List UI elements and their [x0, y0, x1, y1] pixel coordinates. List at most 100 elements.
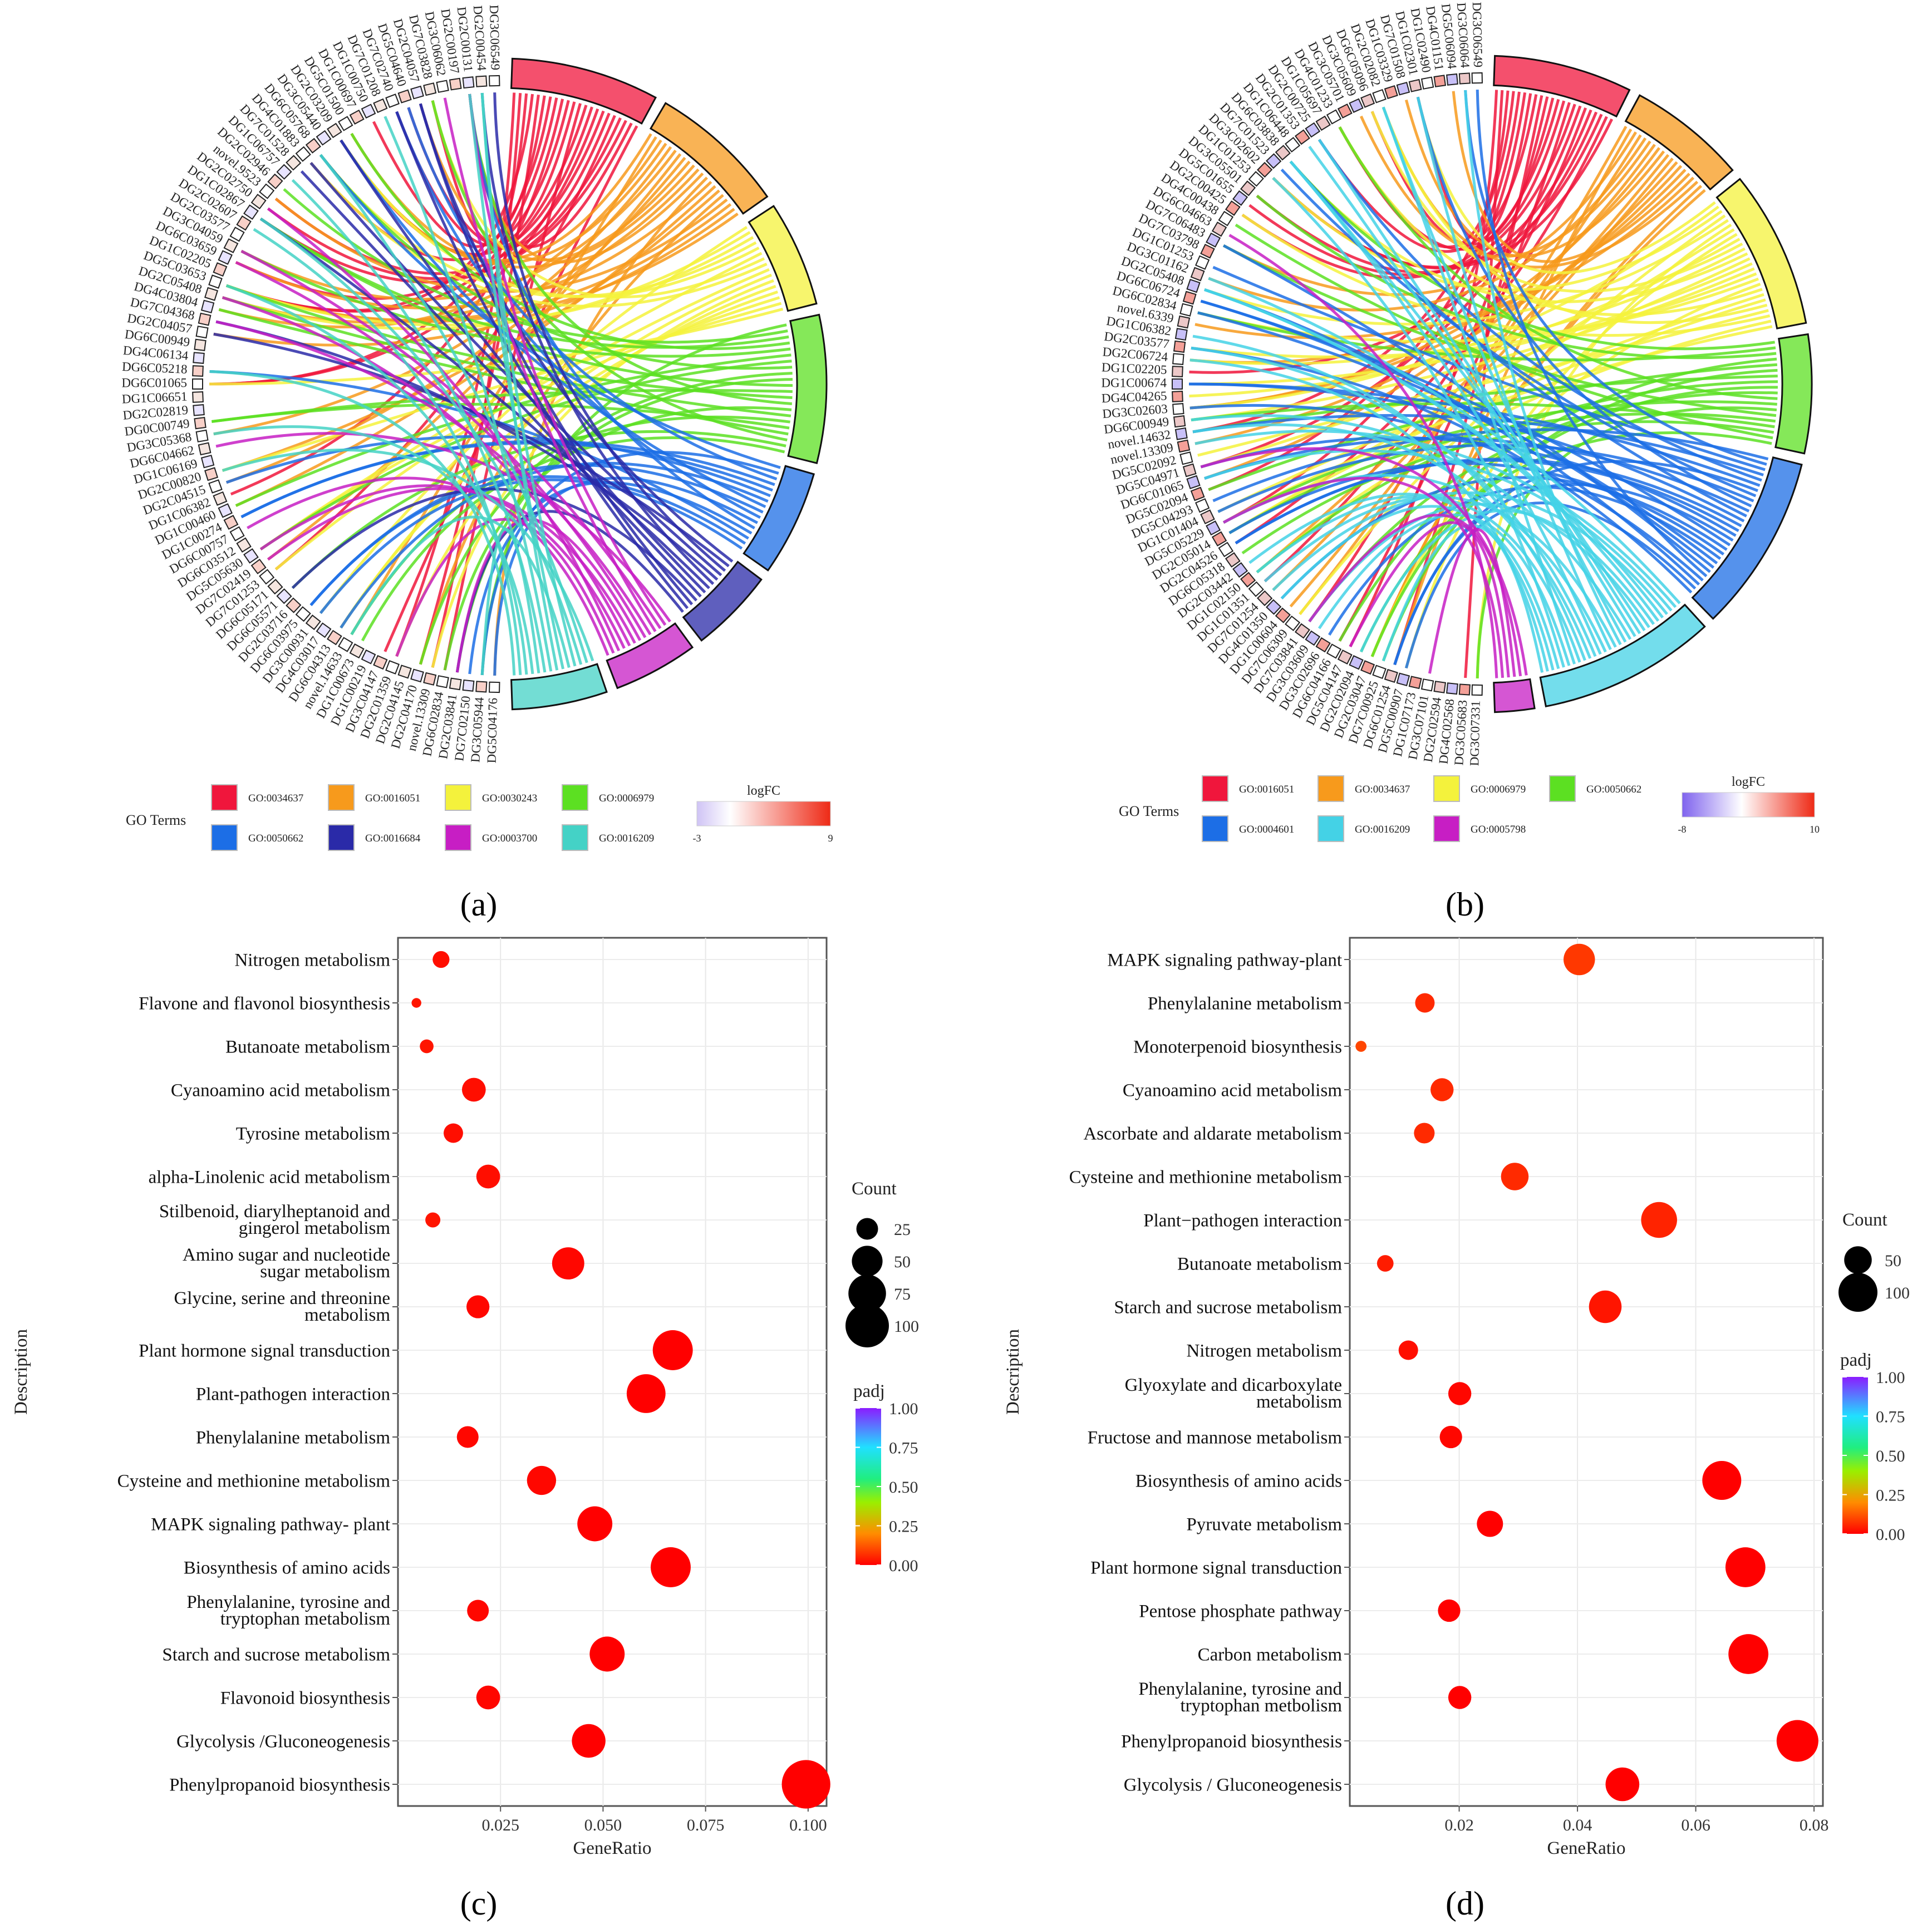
- gene-box: [295, 146, 311, 162]
- chord: [291, 179, 547, 673]
- term-arc: [510, 57, 657, 125]
- gene-box: [1174, 427, 1188, 440]
- chord: [455, 378, 793, 673]
- legend-swatch: [1318, 815, 1344, 842]
- logfc-max: 9: [828, 833, 833, 844]
- padj-tick-label: 0.00: [889, 1557, 918, 1575]
- data-point: [1438, 1599, 1461, 1622]
- chord: [395, 111, 689, 609]
- gene-box: [1173, 415, 1186, 428]
- x-tick-label: 0.075: [687, 1816, 725, 1834]
- description-label: Phenylalanine, tyrosine and tryptophan me…: [186, 1592, 390, 1629]
- gene-box: [1285, 615, 1301, 632]
- legend-swatch: [562, 824, 588, 851]
- legend-term-label: GO:0050662: [248, 833, 303, 844]
- gene-box: [236, 537, 252, 553]
- gene-box: [410, 668, 424, 683]
- chord: [1212, 265, 1766, 471]
- term-arc: [1774, 333, 1813, 455]
- chord: [1192, 423, 1592, 659]
- data-point: [432, 951, 450, 968]
- padj-legend-title: padj: [853, 1381, 885, 1401]
- gene-box: [1177, 439, 1191, 453]
- legend-term-label: GO:0050662: [1586, 784, 1641, 795]
- description-label: Cysteine and methionine metabolism: [1069, 1168, 1343, 1188]
- description-label: Glycolysis / Gluconeogenesis: [1124, 1775, 1342, 1795]
- description-line: Starch and sucrose metabolism: [162, 1645, 390, 1665]
- gene-box: [267, 173, 283, 190]
- chord: [1476, 90, 1708, 578]
- chord: [1248, 493, 1555, 671]
- gene-box: [198, 442, 212, 456]
- count-legend-label: 25: [894, 1221, 911, 1239]
- data-point: [1430, 1078, 1454, 1101]
- gene-box: [305, 137, 321, 154]
- description-line: Nitrogen metabolism: [234, 951, 390, 971]
- term-arc: [682, 560, 763, 642]
- chord: [300, 170, 702, 598]
- gene-box: [327, 122, 342, 139]
- term-arc: [1493, 55, 1631, 118]
- gene-box: [1257, 161, 1273, 178]
- legend-swatch: [562, 784, 588, 811]
- chord: [468, 94, 565, 670]
- description-label: Ascorbate and aldarate metabolism: [1083, 1124, 1342, 1144]
- data-point: [425, 1212, 441, 1228]
- chord: [1308, 145, 1636, 637]
- term-arc: [748, 205, 818, 312]
- gene-box: [259, 569, 275, 585]
- chord: [225, 284, 528, 675]
- term-arc: [787, 313, 828, 465]
- description-line: Phenylalanine, tyrosine and: [1138, 1679, 1342, 1699]
- chord: [1464, 90, 1622, 646]
- legend-term-label: GO:0034637: [248, 793, 303, 804]
- chord: [1308, 513, 1522, 677]
- data-point: [552, 1247, 584, 1280]
- gene-box: [1294, 623, 1310, 639]
- chord: [1289, 160, 1747, 518]
- gene-box: [223, 515, 239, 530]
- chord: [1428, 528, 1516, 677]
- legend-swatch: [1202, 775, 1228, 802]
- chord: [1222, 476, 1505, 678]
- y-axis-title: Description: [1003, 1329, 1023, 1415]
- chord: [1272, 176, 1565, 668]
- gene-label: DG5C04176: [485, 698, 500, 764]
- gene-box: [1240, 180, 1256, 196]
- description-line: Pyruvate metabolism: [1186, 1515, 1342, 1535]
- gene-box: [200, 299, 215, 314]
- chord: [1464, 90, 1767, 466]
- chord: [1222, 244, 1711, 573]
- panel-d-dot-plot: 0.02 0.04 0.06 0.08 MAPK signaling pathway-p…: [1003, 937, 1910, 1858]
- gene-box: [286, 155, 302, 171]
- gene-box: [276, 588, 292, 604]
- legend-swatch: [1433, 775, 1460, 802]
- legend-swatch: [328, 824, 355, 851]
- gene-box: [1200, 509, 1215, 524]
- description-label: Stilbenoid, diarylheptanoid and gingerol …: [159, 1202, 391, 1238]
- gene-box: [1172, 366, 1183, 377]
- gene-box: [385, 660, 400, 675]
- description-label: Glycine, serine and threonine metabolism: [174, 1288, 390, 1325]
- data-point: [1641, 1202, 1677, 1238]
- chord: [240, 149, 677, 301]
- gene-box: [449, 77, 462, 91]
- legend-term-label: GO:0016684: [365, 833, 421, 844]
- gene-box: [1433, 681, 1447, 693]
- data-point: [461, 1077, 486, 1102]
- description-label: Amino sugar and nucleotide sugar metaboli…: [183, 1245, 390, 1282]
- data-point: [1605, 1767, 1640, 1802]
- gene-box: [385, 94, 400, 108]
- description-label: Phenylalanine metabolism: [1148, 994, 1343, 1014]
- description-line: Pentose phosphate pathway: [1139, 1602, 1342, 1622]
- gene-box: [1257, 590, 1273, 607]
- description-line: Phenylpropanoid biosynthesis: [169, 1775, 390, 1795]
- count-legend-label: 100: [894, 1317, 919, 1336]
- chord: [319, 154, 588, 663]
- term-arc: [743, 465, 815, 572]
- chord: [1404, 501, 1697, 669]
- chord: [361, 436, 785, 642]
- gene-box: [1446, 73, 1458, 86]
- gene-box: [229, 526, 245, 542]
